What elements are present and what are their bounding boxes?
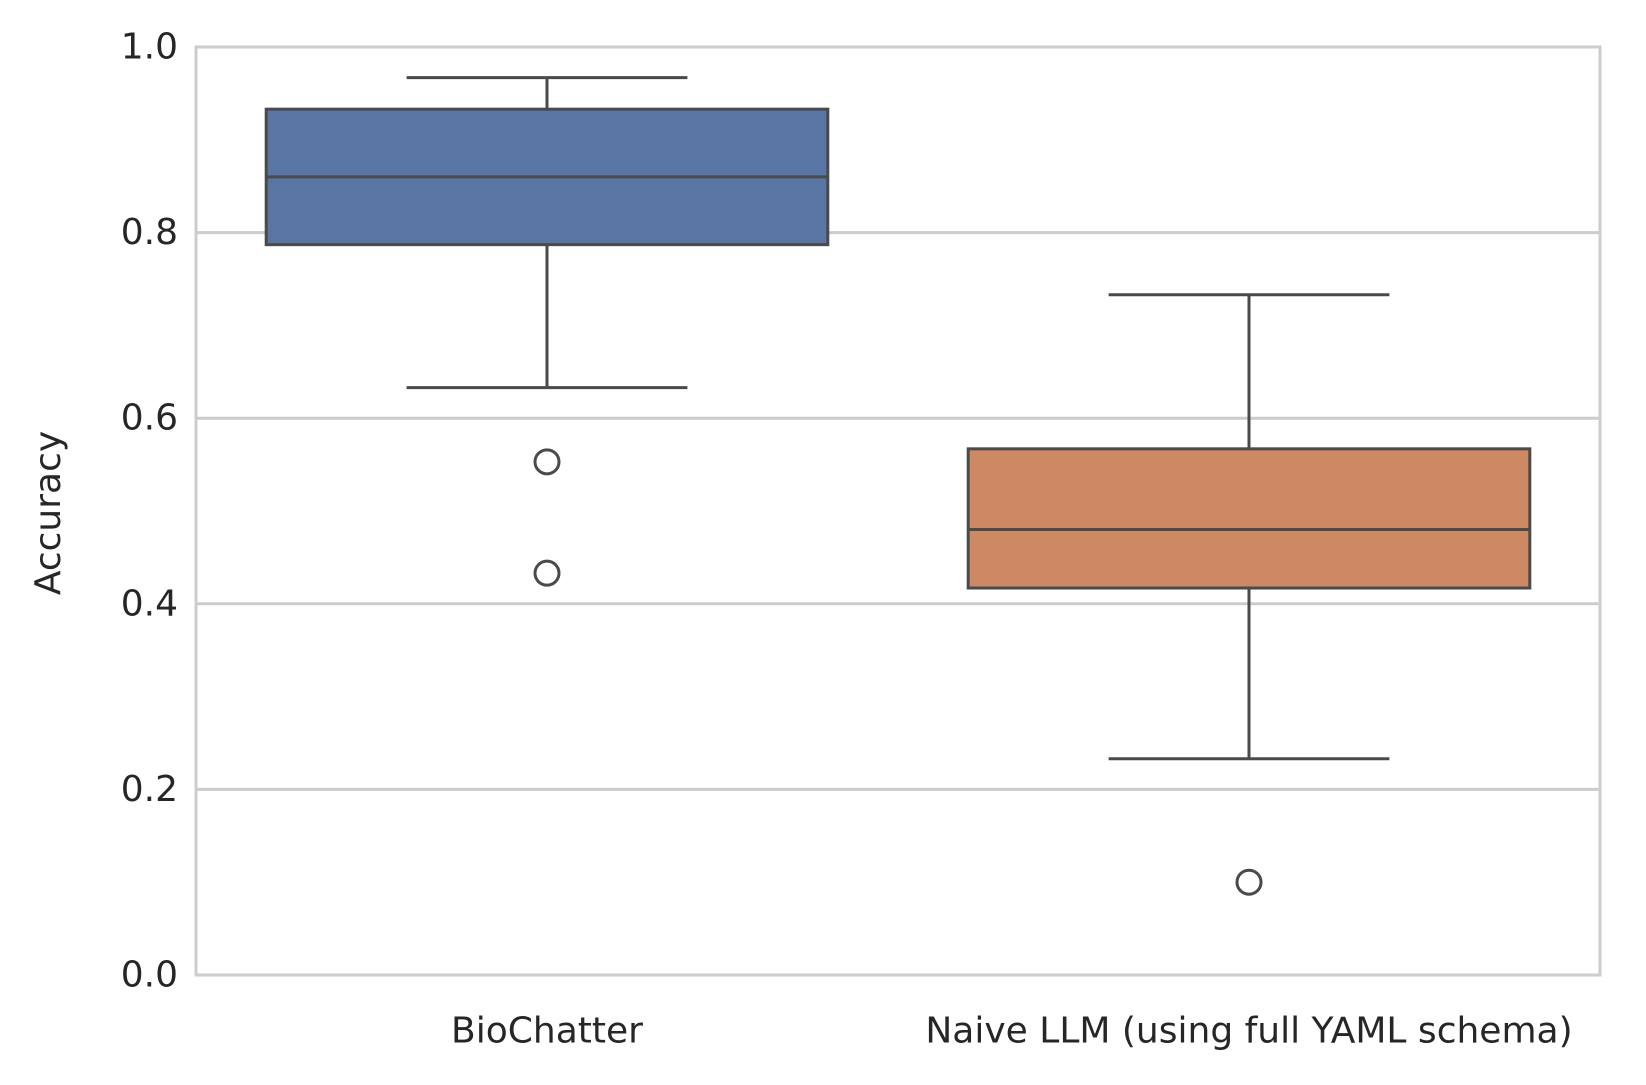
box-group — [264, 76, 830, 587]
y-tick-label: 0.4 — [121, 583, 178, 624]
y-tick-label: 1.0 — [121, 27, 178, 68]
y-tick-label: 0.6 — [121, 398, 178, 439]
y-tick-label: 0.8 — [121, 212, 178, 253]
outlier-point — [533, 448, 561, 476]
outlier-point — [533, 559, 561, 587]
plot-frame — [194, 45, 1602, 977]
boxes — [264, 76, 1532, 896]
box-group — [966, 293, 1532, 896]
x-axis-categories: BioChatter Naive LLM (using full YAML sch… — [451, 1011, 1573, 1052]
y-tick-label: 0.0 — [121, 955, 178, 996]
y-tick-label: 0.2 — [121, 769, 178, 810]
x-category-label: Naive LLM (using full YAML schema) — [925, 1011, 1572, 1052]
iqr-box — [966, 447, 1532, 590]
x-category-label: BioChatter — [451, 1011, 643, 1052]
y-axis-ticks: 0.0 0.2 0.4 0.6 0.8 1.0 — [121, 27, 178, 996]
outlier-point — [1235, 868, 1263, 896]
y-axis-label: Accuracy — [28, 431, 69, 595]
